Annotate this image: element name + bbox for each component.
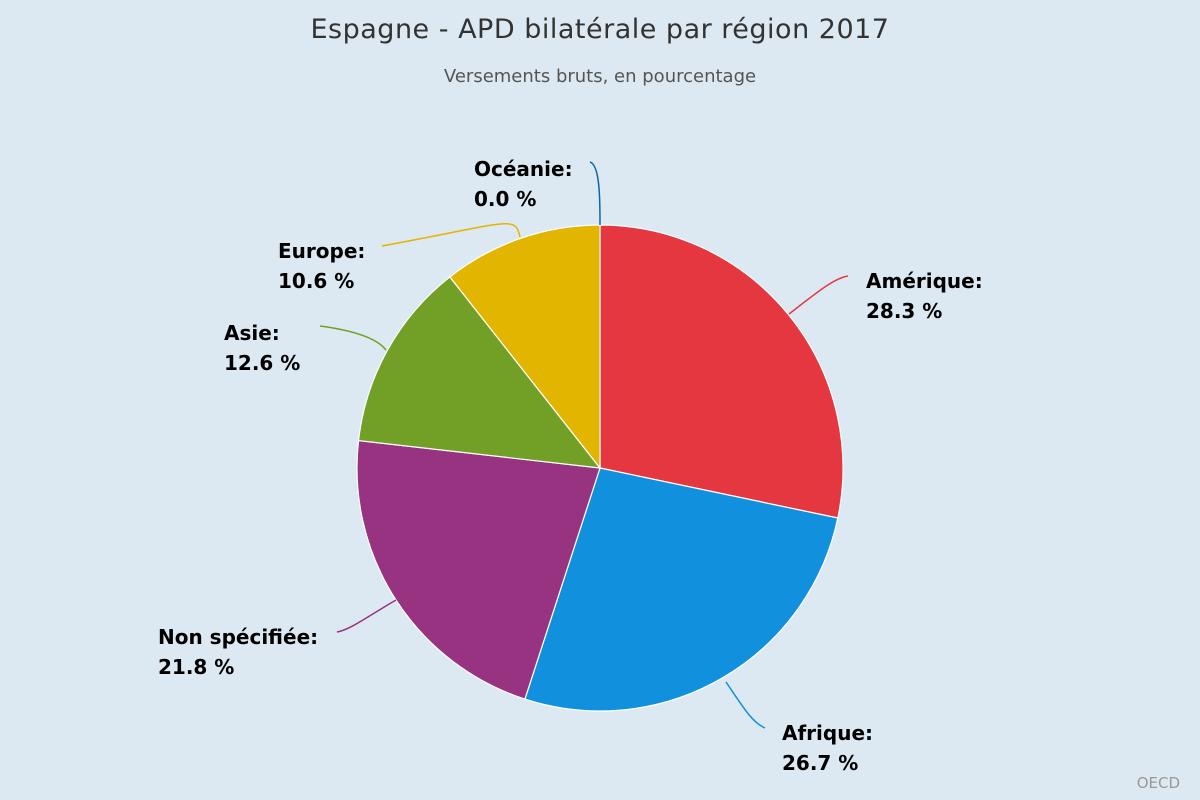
slice-value-europe: 10.6 % xyxy=(278,269,354,293)
connector-asie xyxy=(319,325,387,351)
labels-layer: Amérique: 28.3 % Afrique: 26.7 % Non spécifi… xyxy=(158,157,983,775)
connector-non-specifiee xyxy=(336,599,397,633)
slice-label-oceanie: Océanie: xyxy=(474,157,573,181)
slice-label-afrique: Afrique: xyxy=(782,721,873,745)
slice-value-oceanie: 0.0 % xyxy=(474,187,536,211)
pie-slice-europe[interactable] xyxy=(449,224,601,470)
slice-label-amerique: Amérique: xyxy=(866,269,983,293)
slice-value-non-specifiee: 21.8 % xyxy=(158,655,234,679)
connector-amerique xyxy=(788,275,849,315)
pie-slice-afrique[interactable] xyxy=(524,467,839,712)
slice-value-asie: 12.6 % xyxy=(224,351,300,375)
pie-slice-asie[interactable] xyxy=(357,276,602,469)
connector-afrique xyxy=(725,681,766,729)
slice-label-asie: Asie: xyxy=(224,321,280,345)
slices-layer xyxy=(356,224,844,712)
connector-europe xyxy=(381,223,521,247)
connector-oceanie xyxy=(589,161,601,226)
slice-value-afrique: 26.7 % xyxy=(782,751,858,775)
credit-label[interactable]: OECD xyxy=(1136,774,1180,792)
slice-label-non-specifiee: Non spécifiée: xyxy=(158,625,318,649)
chart-title: Espagne - APD bilatérale par région 2017 xyxy=(310,14,890,45)
slice-value-amerique: 28.3 % xyxy=(866,299,942,323)
slice-label-europe: Europe: xyxy=(278,239,365,263)
chart-subtitle: Versements bruts, en pourcentage xyxy=(443,66,757,87)
connectors-layer xyxy=(319,161,849,729)
pie-slice-amerique[interactable] xyxy=(599,224,844,519)
